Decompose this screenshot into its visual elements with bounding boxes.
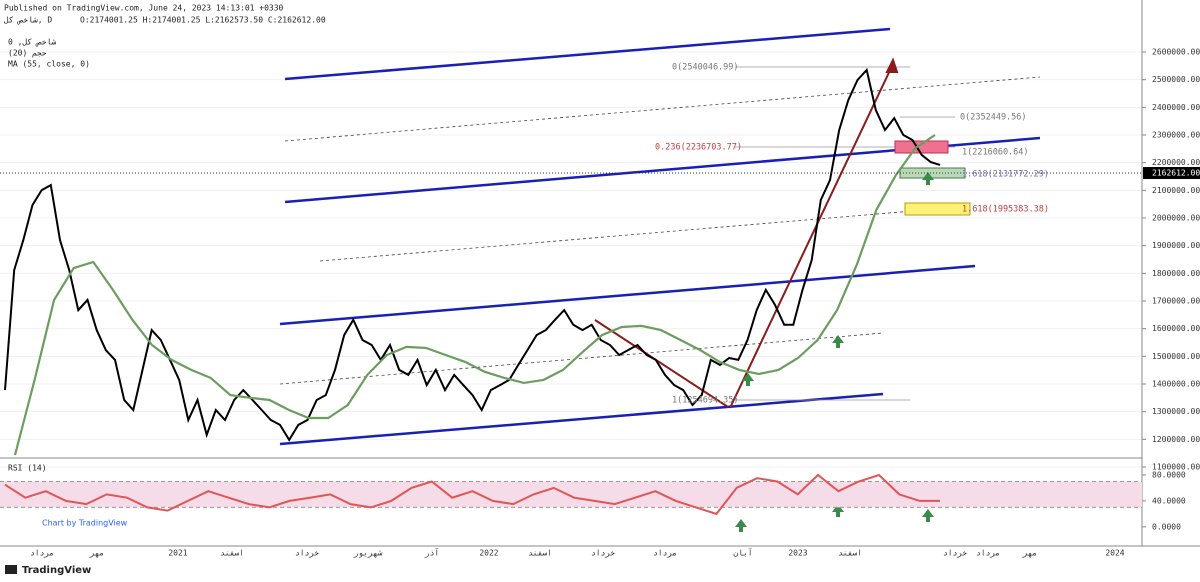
symbol: شاخص کل, D: [4, 16, 52, 25]
channel-line: [284, 27, 891, 81]
x-tick-label: آذر: [424, 548, 439, 558]
rsi-band: [0, 481, 1142, 508]
zone-yellow: [904, 202, 971, 216]
ohlc: O:2174001.25 H:2174001.25 L:2162573.50 C…: [80, 16, 326, 25]
arrows: [594, 57, 899, 409]
x-tick-label: 2022: [479, 549, 498, 558]
arrow-head: [885, 57, 899, 73]
legend-entry: شاخص کل, 0: [8, 38, 56, 47]
y-tick-label: 1400000.00: [1152, 380, 1200, 389]
y-tick-label: 2300000.00: [1152, 131, 1200, 140]
y-tick-label: 2200000.00: [1152, 158, 1200, 167]
x-tick-label: 2023: [788, 549, 807, 558]
y-tick-label: 1500000.00: [1152, 352, 1200, 361]
arrow: [594, 319, 729, 408]
series-line: [4, 67, 941, 442]
arrow: [729, 63, 894, 409]
x-tick-label: خرداد: [943, 549, 967, 558]
up-arrow: [922, 509, 934, 522]
x-tick-label: شهریور: [353, 549, 383, 558]
rsi-tick-label: 80.0000: [1152, 470, 1186, 479]
y-tick-label: 2000000.00: [1152, 214, 1200, 223]
rsi-tick-label: 0.0000: [1152, 522, 1181, 531]
fib-label: 1.618(2131772.29): [962, 170, 1049, 180]
channel-line: [279, 264, 976, 326]
legend-entry: MA (55, close, 0): [8, 60, 90, 69]
fib-label: 1(2216060.64): [962, 148, 1029, 158]
mid-line: [284, 76, 1041, 142]
fib-label: 1(1254694.35): [672, 396, 739, 406]
y-tick-label: 1100000.00: [1152, 462, 1200, 471]
y-tick-label: 1700000.00: [1152, 297, 1200, 306]
x-tick-label: خرداد: [295, 549, 319, 558]
y-tick-label: 2100000.00: [1152, 186, 1200, 195]
y-tick-label: 1900000.00: [1152, 241, 1200, 250]
mid-line: [279, 332, 884, 385]
published: Published on TradingView.com, June 24, 2…: [4, 4, 284, 13]
logo-icon: [5, 565, 17, 574]
fib-label: 0.236(2236703.77): [655, 143, 742, 153]
up-arrow: [742, 373, 754, 386]
mid-line: [319, 206, 961, 262]
x-tick-label: اسفند: [220, 549, 244, 558]
y-tick-label: 2400000.00: [1152, 103, 1200, 112]
last-price-label: 2162612.00: [1152, 169, 1200, 178]
x-tick-label: خرداد: [591, 549, 615, 558]
y-tick-label: 2500000.00: [1152, 75, 1200, 84]
channel-midlines: [279, 76, 1041, 385]
x-tick-label: اسفند: [838, 549, 862, 558]
series-line: [13, 134, 936, 456]
volume-legend: حجم (20): [8, 49, 47, 58]
x-tick-label: 2024: [1105, 549, 1124, 558]
watermark: Chart by TradingView: [42, 519, 128, 528]
y-tick-label: 1800000.00: [1152, 269, 1200, 278]
fib-label: 1.618(1995383.38): [962, 205, 1049, 215]
last-price-box: [1143, 167, 1200, 180]
fib-label: 0(2540046.99): [672, 63, 739, 73]
x-tick-label: مهر: [1022, 549, 1037, 558]
up-arrow: [832, 504, 844, 517]
x-tick-label: اسفند: [528, 549, 552, 558]
x-tick-label: مرداد: [976, 549, 1000, 558]
x-tick-label: مرداد: [30, 549, 54, 558]
y-tick-label: 1200000.00: [1152, 435, 1200, 444]
y-tick-label: 2600000.00: [1152, 48, 1200, 57]
x-tick-label: 2021: [168, 549, 187, 558]
rsi-legend: RSI (14): [8, 464, 47, 473]
logo: TradingView: [22, 565, 91, 576]
y-tick-label: 1600000.00: [1152, 324, 1200, 333]
rsi-line: [4, 473, 940, 516]
fib-label: 0(2352449.56): [960, 113, 1027, 123]
up-arrow: [832, 335, 844, 348]
up-arrow: [735, 519, 747, 532]
x-tick-label: مهر: [89, 549, 104, 558]
channel-line: [279, 392, 884, 446]
signal-arrows: [735, 172, 934, 532]
x-tick-label: مرداد: [653, 549, 677, 558]
up-arrow: [922, 172, 934, 185]
x-tick-label: آبان: [733, 548, 752, 558]
y-tick-label: 1300000.00: [1152, 407, 1200, 416]
rsi-tick-label: 40.0000: [1152, 496, 1186, 505]
